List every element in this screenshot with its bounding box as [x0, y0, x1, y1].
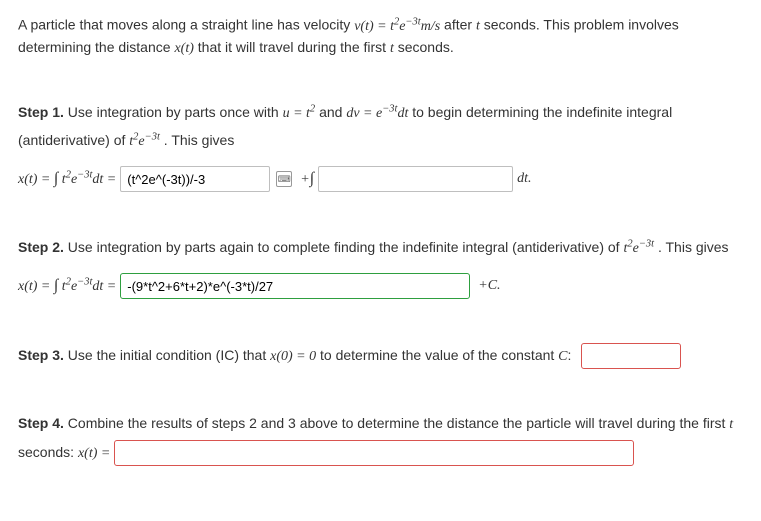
step-3: Step 3. Use the initial condition (IC) t… — [18, 342, 743, 371]
step-3-C: C — [558, 349, 567, 364]
step-4-text-a: Combine the results of steps 2 and 3 abo… — [68, 415, 729, 431]
intro-tail: seconds. — [398, 39, 454, 55]
t-var: t — [476, 19, 480, 34]
intro-prefix: A particle that moves along a straight l… — [18, 17, 354, 33]
step-3-colon: : — [568, 347, 572, 363]
t-var-2: t — [390, 41, 394, 56]
step-1-equation-row: x(t) = ∫ t2e−3tdt = ⌨ +∫ dt. — [18, 164, 743, 195]
step-1-input-1[interactable] — [120, 166, 270, 192]
step-2-label: Step 2. — [18, 239, 64, 255]
x-expression: x(t) — [174, 41, 193, 56]
step-1-label: Step 1. — [18, 104, 64, 120]
step-2-plus-c: +C. — [478, 273, 500, 300]
problem-statement: A particle that moves along a straight l… — [18, 14, 743, 59]
step-1-lhs: x(t) = ∫ t2e−3tdt = — [18, 164, 116, 195]
step-1-and: and — [319, 104, 346, 120]
step-1: Step 1. Use integration by parts once wi… — [18, 99, 743, 195]
step-2-text-a: Use integration by parts again to comple… — [68, 239, 624, 255]
velocity-expression: v(t) = t2e−3tm/s — [354, 19, 440, 34]
step-4-input[interactable] — [114, 440, 634, 466]
keyboard-icon[interactable]: ⌨ — [276, 171, 292, 187]
step-3-text-b: to determine the value of the constant — [320, 347, 558, 363]
intro-suffix: that it will travel during the first — [198, 39, 390, 55]
step-3-text-a: Use the initial condition (IC) that — [68, 347, 270, 363]
step-4: Step 4. Combine the results of steps 2 a… — [18, 410, 743, 467]
step-3-row: Step 3. Use the initial condition (IC) t… — [18, 342, 743, 371]
step-1-text: Step 1. Use integration by parts once wi… — [18, 99, 743, 156]
step-2-lhs: x(t) = ∫ t2e−3tdt = — [18, 271, 116, 302]
step-2-input[interactable] — [120, 273, 470, 299]
step-1-input-2[interactable] — [318, 166, 513, 192]
step-2-equation-row: x(t) = ∫ t2e−3tdt = +C. — [18, 271, 743, 302]
step-3-input[interactable] — [581, 343, 681, 369]
step-1-u-expr: u = t2 — [283, 106, 316, 121]
step-2: Step 2. Use integration by parts again t… — [18, 234, 743, 301]
step-3-label: Step 3. — [18, 347, 64, 363]
step-2-text-b: . This gives — [658, 239, 729, 255]
step-1-plus-int: +∫ — [300, 164, 314, 195]
step-2-text: Step 2. Use integration by parts again t… — [18, 234, 743, 263]
step-1-text-a: Use integration by parts once with — [68, 104, 283, 120]
step-1-integrand: t2e−3t — [129, 134, 160, 149]
step-1-text-c: . This gives — [164, 132, 235, 148]
step-4-row: Step 4. Combine the results of steps 2 a… — [18, 410, 743, 467]
intro-middle: after — [444, 17, 476, 33]
step-3-ic-expr: x(0) = 0 — [270, 349, 316, 364]
step-1-dv-expr: dv = e−3tdt — [346, 106, 408, 121]
step-2-integrand: t2e−3t — [623, 241, 654, 256]
step-4-label: Step 4. — [18, 415, 64, 431]
step-4-lhs: x(t) = — [78, 446, 114, 461]
step-1-dt: dt. — [517, 166, 531, 193]
step-4-t: t — [729, 417, 733, 432]
step-4-text-b: seconds: — [18, 444, 78, 460]
